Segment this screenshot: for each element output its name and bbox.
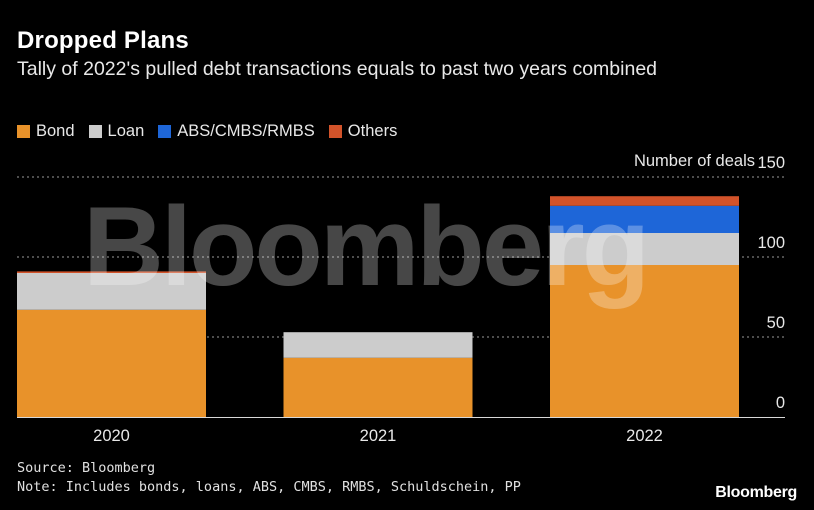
x-tick-label: 2021 <box>360 427 397 445</box>
legend-label-bond: Bond <box>36 122 75 140</box>
legend-label-loan: Loan <box>107 122 145 140</box>
legend-item-others: Others <box>328 122 398 141</box>
source-text: Source: Bloomberg <box>17 460 156 476</box>
bar-others-2020 <box>17 271 206 273</box>
bar-others-2022 <box>550 196 739 206</box>
legend-swatch-others <box>328 125 342 138</box>
x-tick-label: 2020 <box>93 427 130 445</box>
x-tick-label: 2022 <box>626 427 663 445</box>
chart-title: Dropped Plans <box>17 27 189 54</box>
legend-item-loan: Loan <box>88 122 145 141</box>
bar-bond-2022 <box>550 265 739 417</box>
legend-swatch-bond <box>17 125 30 138</box>
legend-swatch-abs <box>158 125 172 138</box>
legend: Bond Loan ABS/CMBS/RMBS Others <box>17 122 411 141</box>
bar-bond-2020 <box>17 309 206 417</box>
legend-label-others: Others <box>347 122 398 140</box>
legend-swatch-loan <box>88 125 102 138</box>
bar-loan-2021 <box>283 332 473 358</box>
legend-item-bond: Bond <box>17 122 75 141</box>
y-axis-label: Number of deals <box>634 152 755 170</box>
y-tick-label: 150 <box>757 154 785 172</box>
legend-item-abs: ABS/CMBS/RMBS <box>158 122 315 141</box>
bar-loan-2022 <box>550 233 739 265</box>
bar-loan-2020 <box>17 273 206 310</box>
bar-bond-2021 <box>283 357 473 417</box>
note-text: Note: Includes bonds, loans, ABS, CMBS, … <box>17 479 521 495</box>
bars <box>17 196 739 417</box>
y-tick-label: 100 <box>757 234 785 252</box>
y-tick-label: 0 <box>776 394 785 412</box>
chart-subtitle: Tally of 2022's pulled debt transactions… <box>17 58 658 80</box>
footer: Source: Bloomberg Note: Includes bonds, … <box>17 459 521 497</box>
bar-abs-cmbs-rmbs-2022 <box>550 205 739 233</box>
legend-label-abs: ABS/CMBS/RMBS <box>177 122 315 140</box>
y-tick-label: 50 <box>767 314 785 332</box>
bloomberg-logo: Bloomberg <box>715 484 797 501</box>
